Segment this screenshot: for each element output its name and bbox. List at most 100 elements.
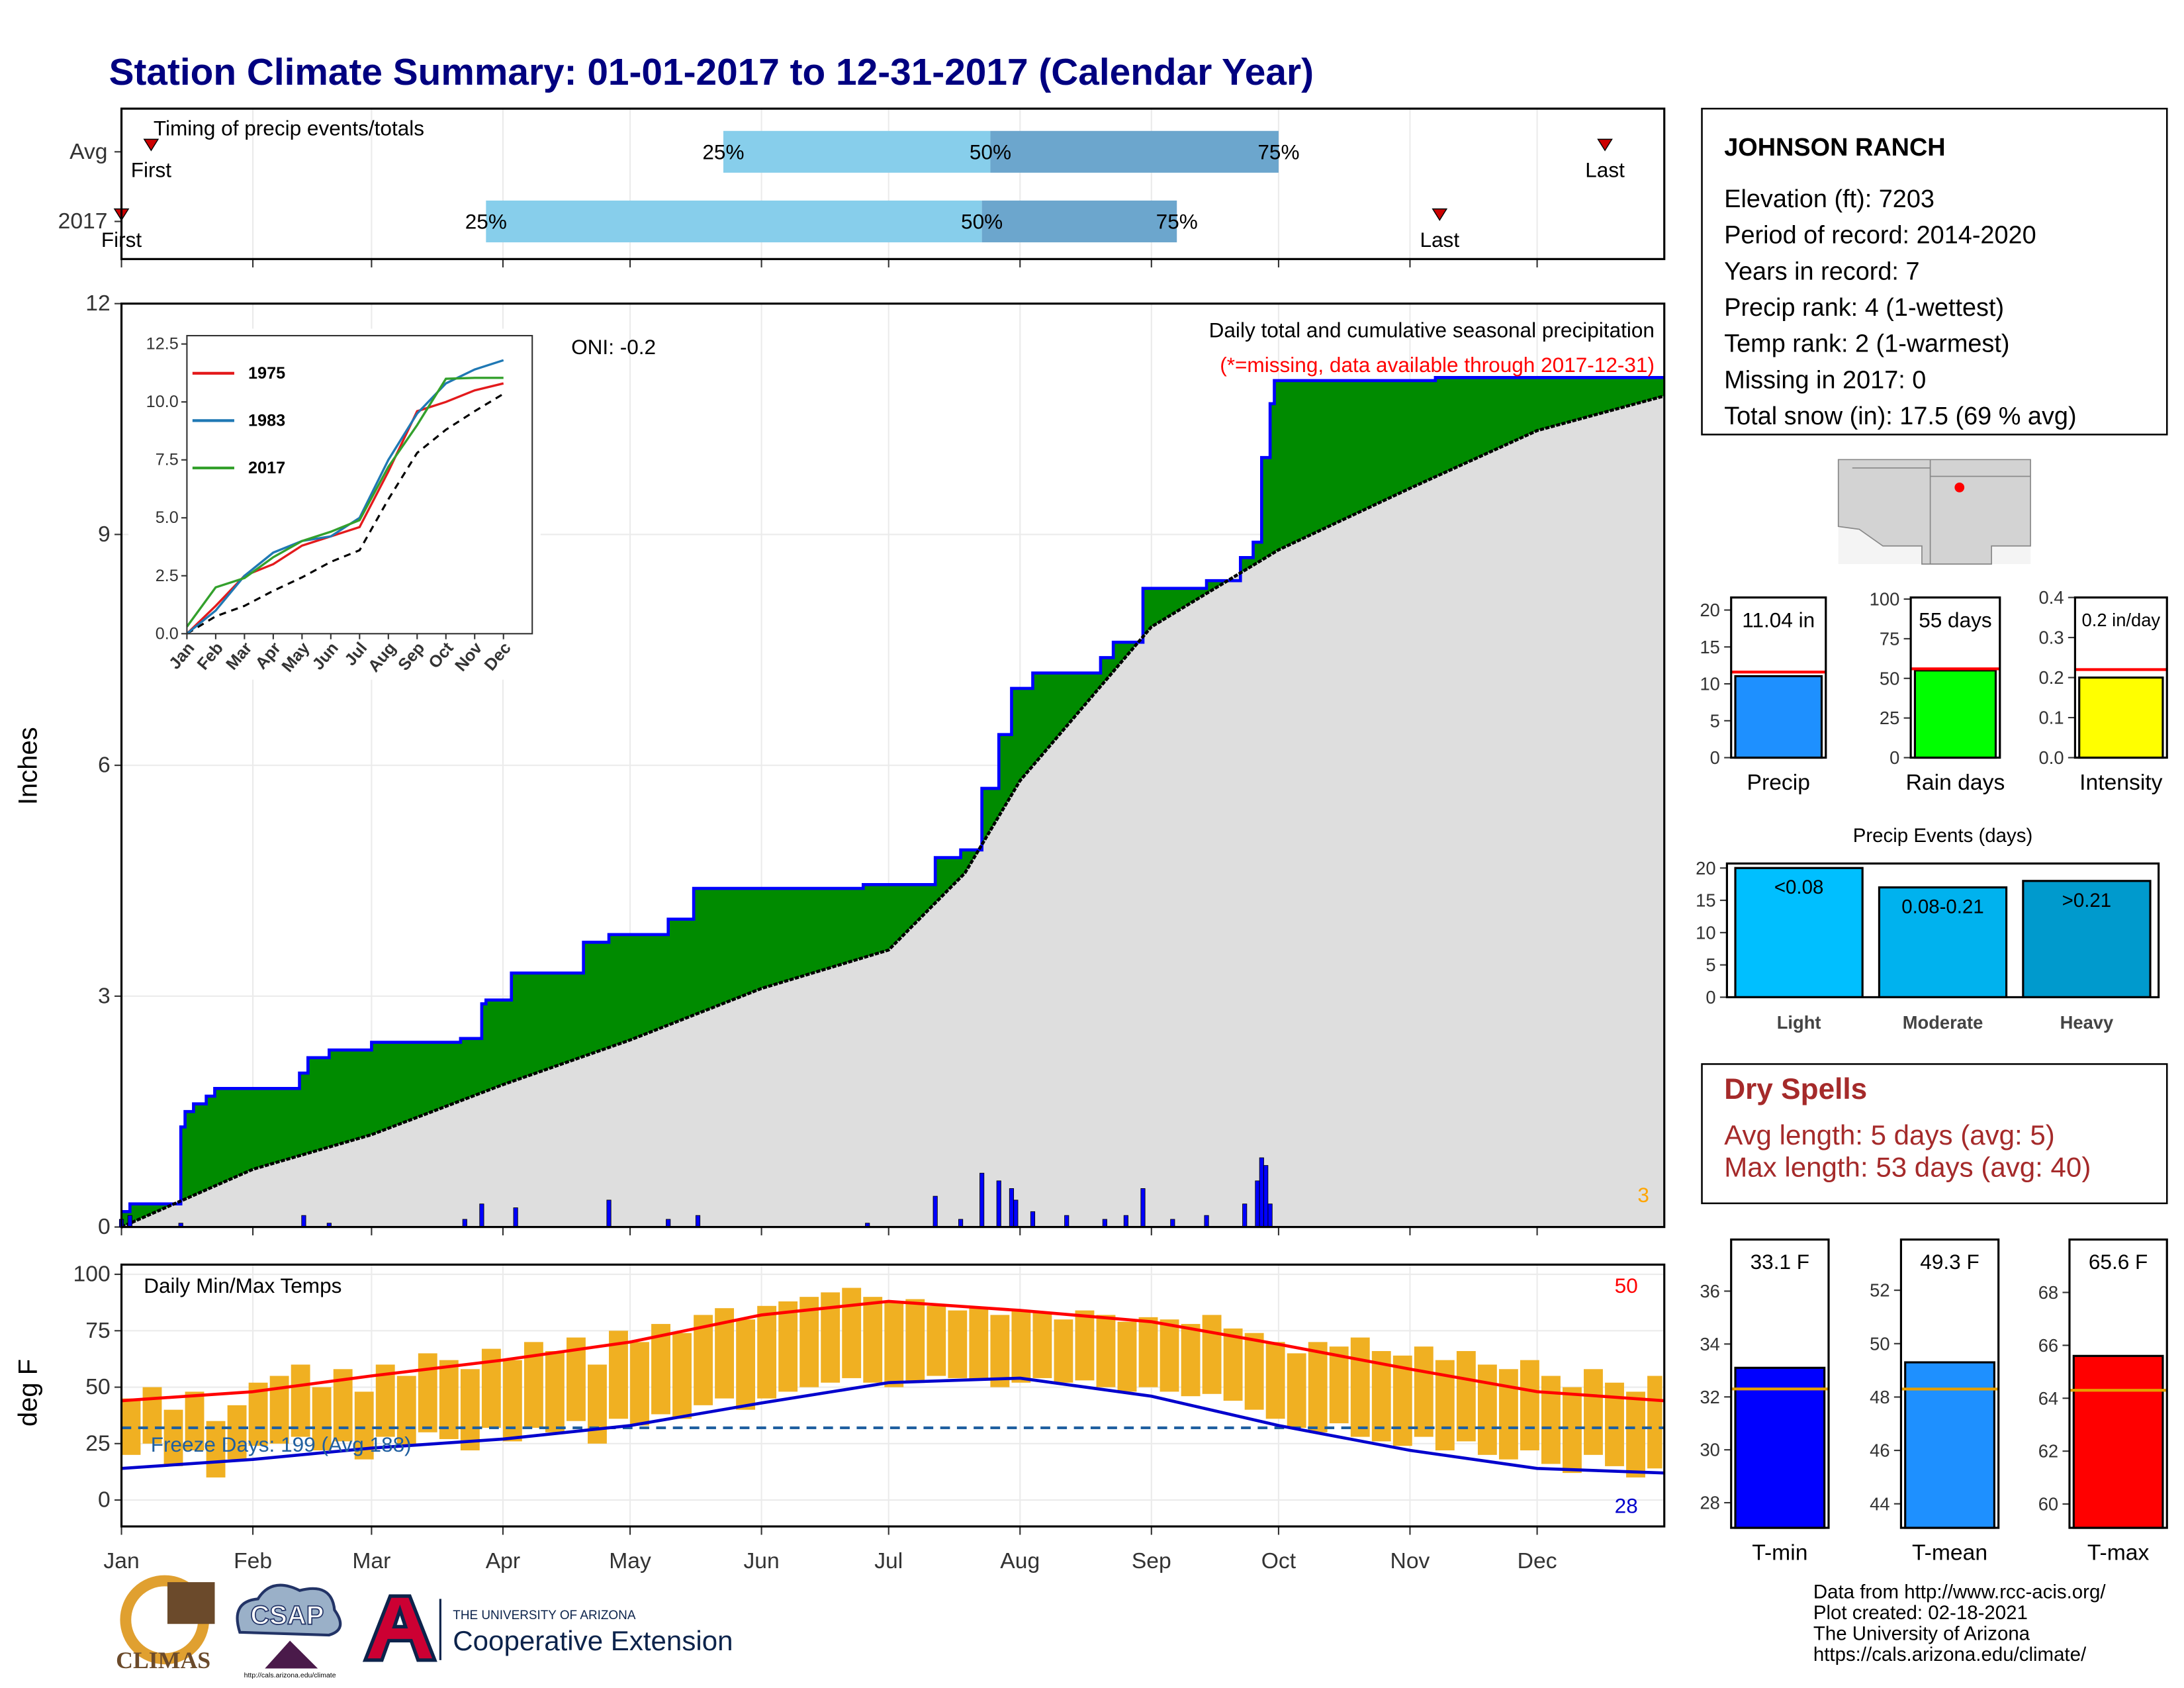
csap-url: http://cals.arizona.edu/climate [244,1671,336,1679]
category-label: Light [1777,1012,1821,1033]
y-tick-label: 28 [1700,1493,1719,1513]
x-tick-label: Dec [1518,1549,1557,1573]
y-tick-label: 0.0 [2039,747,2064,768]
daily-bar [1204,1215,1209,1228]
daily-bar [1009,1188,1015,1228]
temp-range-bar [1011,1310,1031,1383]
y-tick-label: 75 [85,1319,110,1343]
y-tick-label: 50 [1870,1333,1889,1354]
x-tick-label: Apr [486,1549,520,1573]
event-marker [1432,208,1448,221]
plot-frame [120,303,1666,1229]
plot-frame [120,1263,1666,1528]
y-tick-label: 10 [1696,922,1715,943]
temp-range-bar [1223,1328,1243,1401]
temp-range-bar [842,1288,862,1378]
percentile-label: 50% [961,210,1003,234]
corner-label: 28 [1615,1493,1638,1517]
average-line [120,394,1665,1229]
temp-range-bar [1647,1376,1662,1469]
temp-range-bar [1329,1346,1349,1424]
station-panel [1701,107,2168,436]
y-tick-label: 3 [98,984,111,1008]
bar [1734,867,1864,999]
temp-range-bar [1456,1350,1476,1442]
y-tick-label: 52 [1870,1280,1889,1301]
y-tick-label: 0.0 [156,624,179,643]
temp-range-bar [1350,1337,1370,1437]
temp-range-bar [1498,1369,1518,1460]
bar [1878,886,2008,999]
daily-bar [1242,1203,1248,1228]
y-tick-label: 60 [2038,1494,2058,1515]
footer-line: https://cals.arizona.edu/climate/ [1813,1644,2087,1665]
temp-range-bar [1414,1346,1433,1437]
temp-range-bar [1096,1315,1116,1387]
daily-bar [933,1196,938,1228]
chart-title: Daily total and cumulative seasonal prec… [1209,318,1655,342]
percentile-bar [981,200,1177,243]
temp-range-bar [206,1421,226,1477]
temp-range-bar [312,1387,332,1451]
y-tick-label: 66 [2038,1335,2058,1356]
chart-title: Precip Events (days) [1853,825,2033,847]
daily-bar [479,1203,484,1228]
temp-range-bar [1541,1376,1561,1464]
station-line: Precip rank: 4 (1-wettest) [1724,294,2004,322]
y-tick-label: 44 [1870,1493,1889,1514]
event-marker [1597,138,1613,152]
x-tick-label: Nov [1390,1549,1430,1573]
percentile-label: 25% [702,140,744,164]
y-tick-label: 32 [1700,1387,1719,1407]
y-tick-label: 0.3 [2039,628,2064,648]
daily-bar [1259,1157,1264,1228]
y-tick-label: 6 [98,753,111,778]
category-label: T-max [2087,1540,2150,1565]
extension-name: Cooperative Extension [453,1625,733,1656]
y-tick-label: 20 [1700,600,1719,620]
dry-spells-line: Max length: 53 days (avg: 40) [1724,1152,2091,1183]
plot-frame [2073,596,2168,759]
percentile-label: 25% [465,210,507,234]
value-label: 11.04 in [1742,608,1815,632]
x-tick-label: Mar [352,1549,390,1573]
daily-bar [127,1215,132,1228]
daily-bar [1064,1215,1069,1228]
ua-logo [362,1594,437,1662]
category-label: Moderate [1903,1012,1983,1033]
y-tick-label: 5.0 [156,508,179,527]
daily-bar [1263,1165,1269,1228]
y-tick-label: 46 [1870,1440,1889,1461]
daily-bar [1140,1188,1146,1228]
page-title: Station Climate Summary: 01-01-2017 to 1… [109,52,1314,93]
y-tick-label: 5 [1706,955,1715,975]
temp-range-bar [1308,1342,1328,1432]
percentile-label: 50% [970,140,1011,164]
y-tick-label: 62 [2038,1441,2058,1462]
y-tick-label: 10.0 [146,393,179,411]
y-tick-label: 100 [73,1262,111,1287]
inset-bg [128,328,541,680]
chart-title: Daily Min/Max Temps [144,1274,341,1297]
temp-range-bar [185,1391,205,1451]
legend-label: 2017 [248,459,285,477]
y-axis-title: deg F [14,1359,43,1427]
percentile-label: 75% [1156,210,1198,234]
temp-range-bar [1075,1310,1095,1381]
temp-range-bar [863,1297,883,1383]
category-label: Rain days [1906,771,2005,795]
csap-logo-text: CSAP [250,1601,324,1630]
plot-frame [1725,862,2160,999]
temp-range-bar [1138,1317,1158,1387]
daily-bar [958,1219,964,1228]
value-label: 0.2 in/day [2082,610,2161,630]
bin-label: 0.08-0.21 [1901,896,1983,918]
station-name: JOHNSON RANCH [1724,134,1945,162]
temp-range-bar [1392,1355,1412,1446]
temp-range-bar [1287,1353,1306,1428]
y-tick-label: 30 [1700,1440,1719,1460]
category-label: T-min [1752,1540,1807,1565]
y-tick-label: 25 [85,1431,110,1456]
